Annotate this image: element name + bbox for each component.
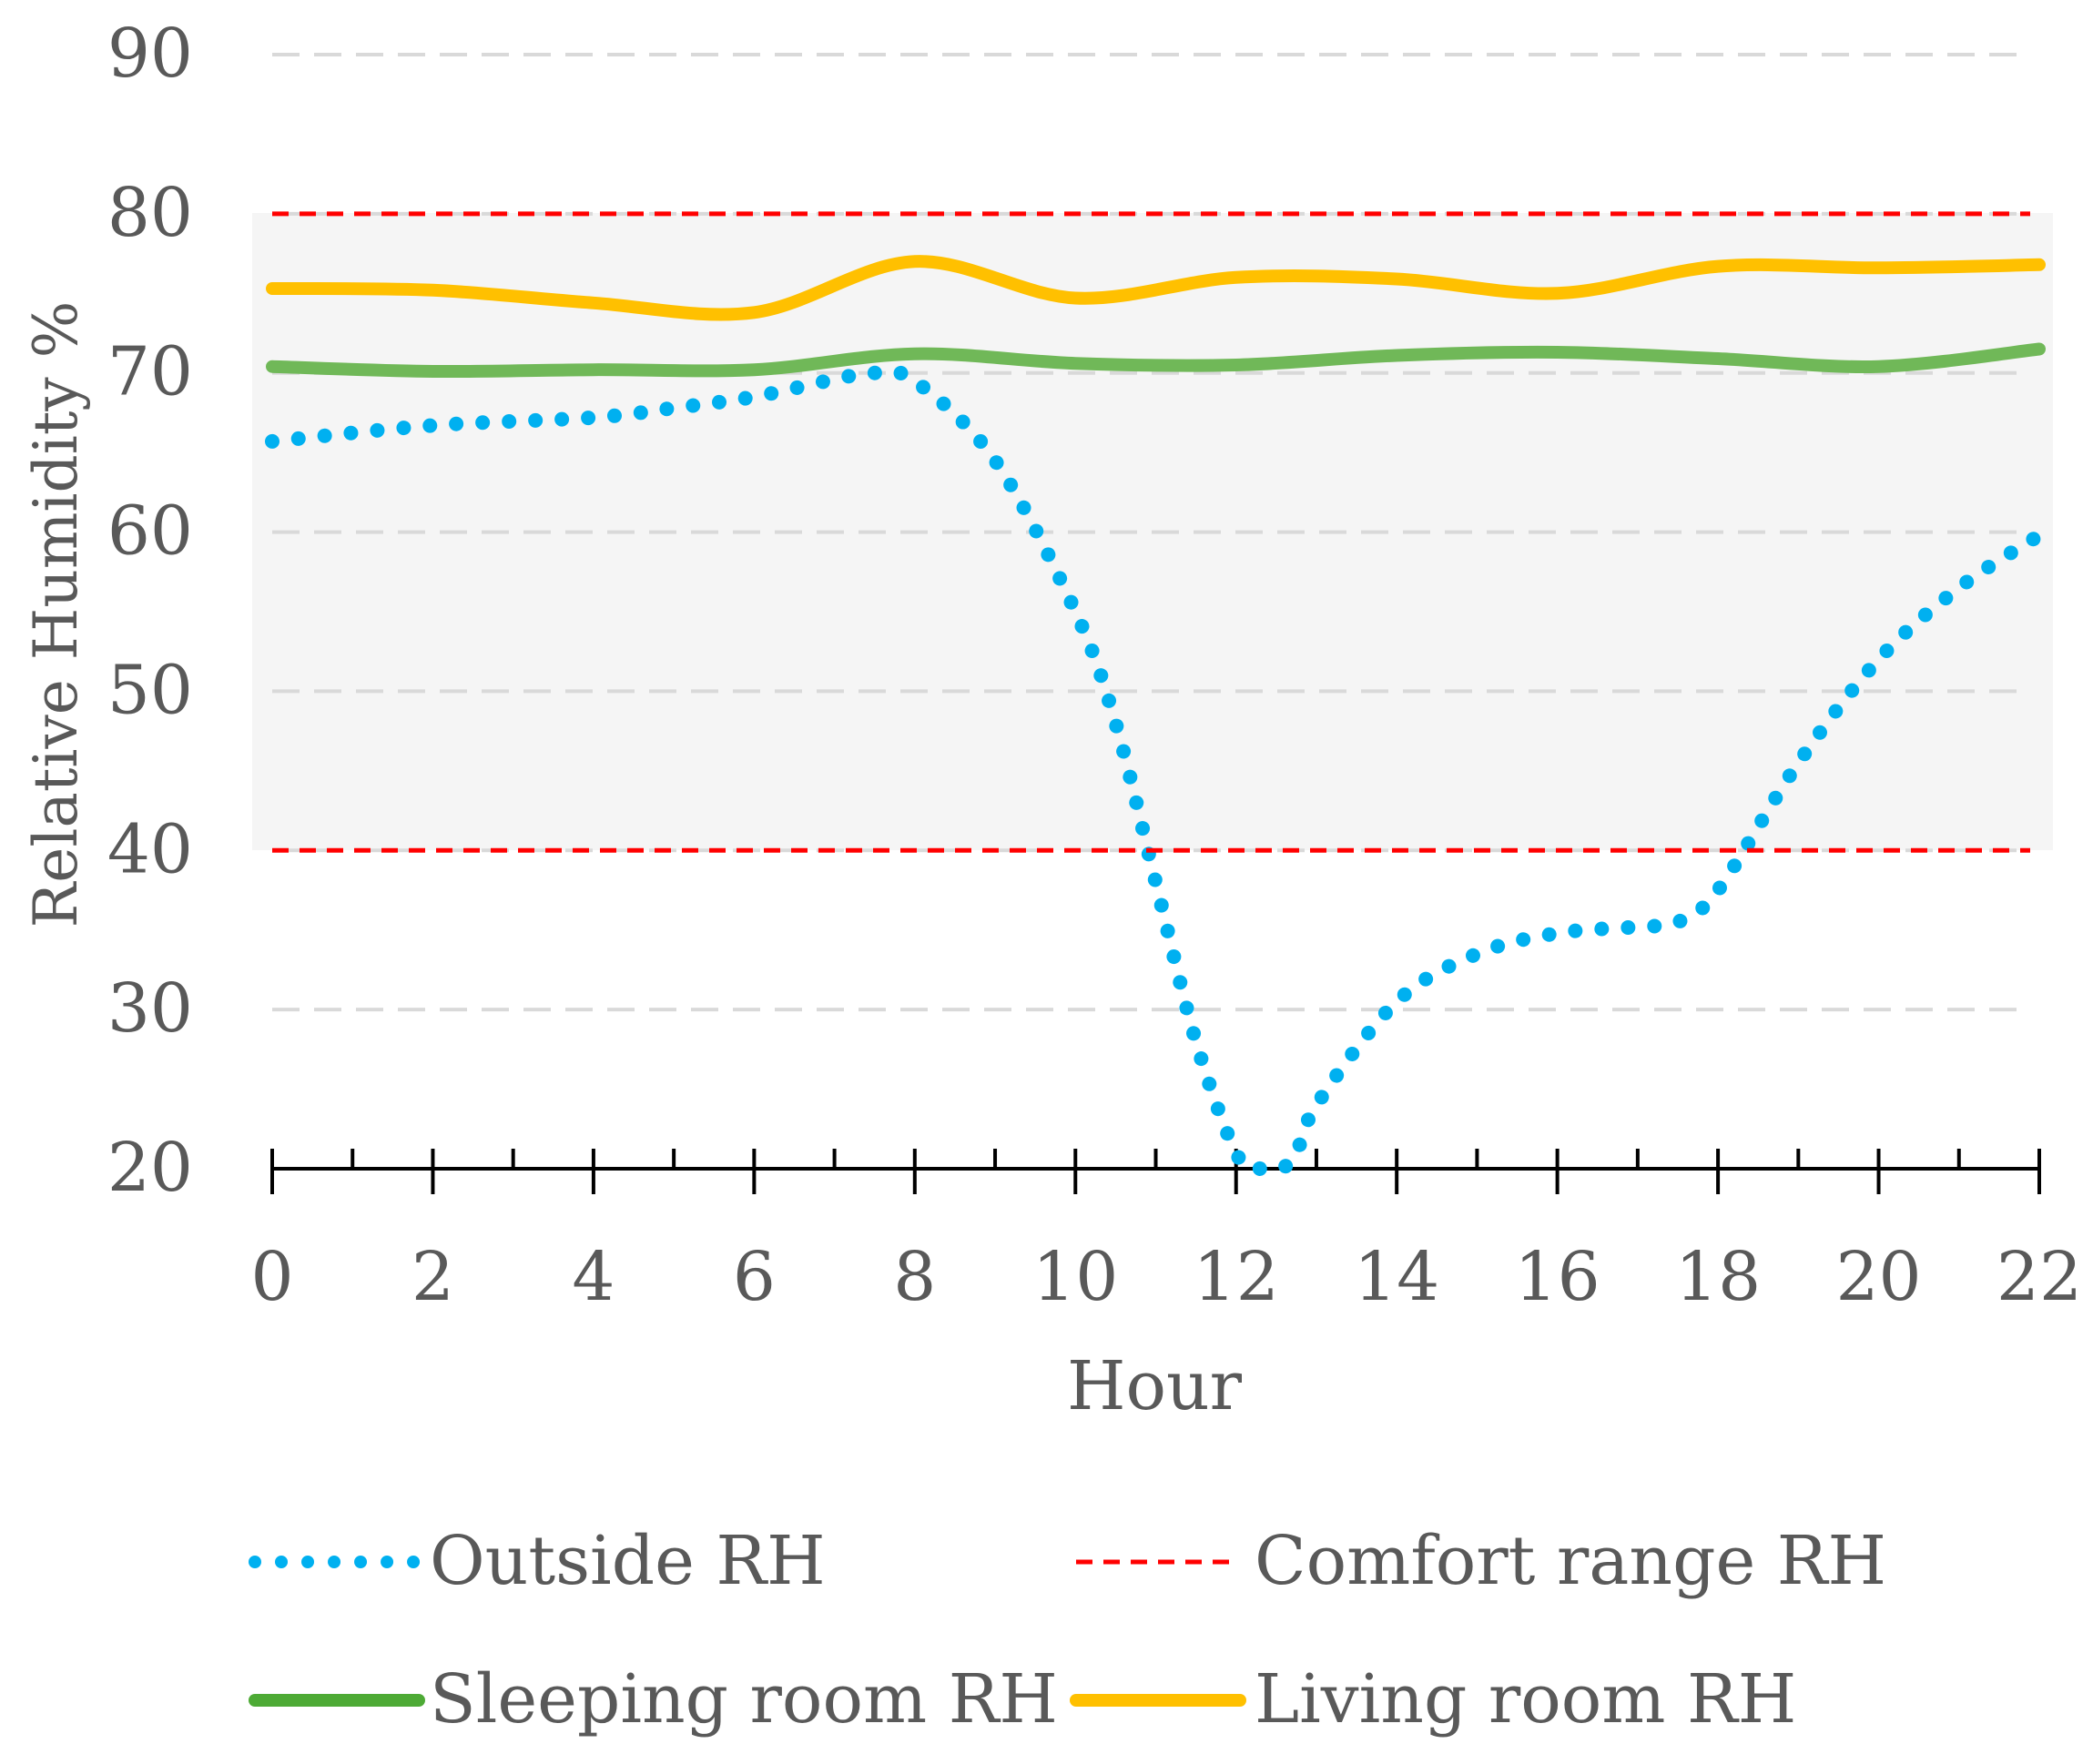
x-tick-label-12: 12 <box>1194 1238 1279 1316</box>
legend-label-comfort: Comfort range RH <box>1255 1522 1886 1600</box>
series-lines <box>265 211 2047 1177</box>
x-tick-labels: 0 2 4 6 8 10 12 14 16 18 20 22 <box>250 1238 2082 1316</box>
y-tick-label-90: 90 <box>107 15 193 93</box>
y-tick-label-30: 30 <box>107 969 193 1048</box>
x-tick-label-20: 20 <box>1835 1238 1921 1316</box>
y-tick-label-20: 20 <box>107 1129 193 1207</box>
y-tick-label-60: 60 <box>107 492 193 571</box>
y-tick-label-40: 40 <box>107 810 193 888</box>
legend-label-living: Living room RH <box>1255 1660 1796 1739</box>
x-tick-label-8: 8 <box>893 1238 936 1316</box>
x-tick-label-14: 14 <box>1354 1238 1439 1316</box>
x-tick-label-6: 6 <box>733 1238 776 1316</box>
x-tick-label-16: 16 <box>1515 1238 1600 1316</box>
legend-item-outside: Outside RH <box>249 1522 826 1600</box>
x-tick-label-10: 10 <box>1032 1238 1118 1316</box>
x-tick-label-2: 2 <box>411 1238 454 1316</box>
series-line-outside-rh <box>265 364 2047 1177</box>
x-tick-label-0: 0 <box>250 1238 293 1316</box>
x-tick-label-18: 18 <box>1675 1238 1761 1316</box>
x-axis <box>270 1149 2041 1194</box>
legend-item-comfort: Comfort range RH <box>1076 1522 1886 1600</box>
x-tick-label-22: 22 <box>1996 1238 2082 1316</box>
y-tick-label-70: 70 <box>107 333 193 411</box>
y-axis-label: Relative Humidity % <box>21 301 91 928</box>
legend-item-living: Living room RH <box>1070 1660 1796 1739</box>
series-line-sleeping-room-rh <box>266 342 2046 379</box>
legend-label-sleeping: Sleeping room RH <box>430 1660 1058 1739</box>
legend-label-outside: Outside RH <box>430 1522 826 1600</box>
legend-item-sleeping: Sleeping room RH <box>249 1660 1058 1739</box>
x-tick-label-4: 4 <box>572 1238 615 1316</box>
legend: Outside RH Comfort range RH Sleeping roo… <box>249 1522 1886 1739</box>
y-tick-label-50: 50 <box>107 651 193 729</box>
y-tick-label-80: 80 <box>107 174 193 252</box>
x-axis-label: Hour <box>1067 1347 1243 1425</box>
series-line-living-room-rh <box>266 255 2046 321</box>
y-tick-labels: 20 30 40 50 60 70 80 90 <box>107 15 193 1207</box>
